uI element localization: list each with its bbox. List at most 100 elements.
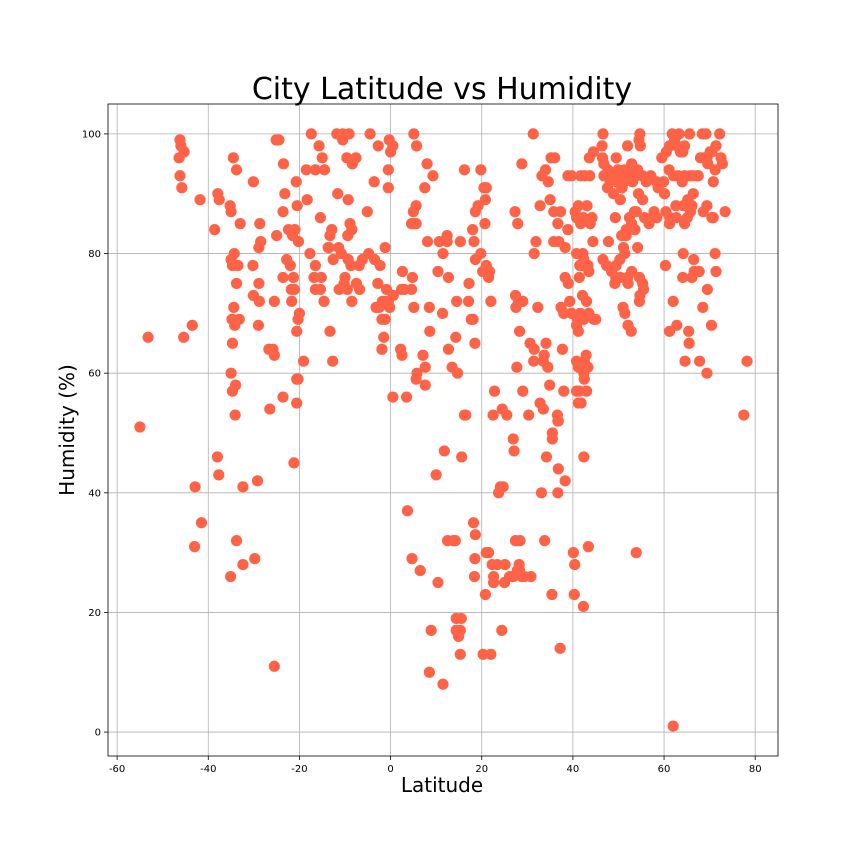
data-point (332, 188, 344, 200)
data-point (679, 355, 691, 367)
data-point (382, 164, 394, 176)
data-point (300, 164, 312, 176)
data-point (227, 152, 239, 164)
data-point (432, 576, 444, 589)
data-point (577, 600, 589, 613)
data-point (178, 331, 190, 343)
x-tick-label: 0 (387, 764, 393, 775)
data-point (667, 295, 679, 307)
data-point (176, 182, 188, 194)
data-point (423, 301, 435, 313)
data-point (528, 355, 540, 367)
data-point (602, 235, 615, 248)
x-axis-ticks: -60 -40 -20 0 20 40 60 80 (109, 756, 762, 775)
data-point (252, 319, 265, 331)
data-point (408, 301, 420, 313)
data-point (480, 547, 492, 559)
data-point (419, 379, 431, 391)
data-point (469, 529, 481, 541)
data-point (705, 319, 718, 331)
data-point (442, 343, 455, 355)
data-point (291, 200, 303, 212)
x-tick-label: -60 (109, 764, 125, 775)
data-point (587, 146, 600, 158)
data-point (304, 247, 316, 260)
data-point (438, 445, 450, 457)
data-point (255, 235, 267, 248)
data-point (558, 385, 570, 397)
data-point (719, 206, 731, 218)
data-point (401, 505, 414, 517)
data-point (315, 271, 327, 284)
data-point (683, 128, 696, 140)
x-tick-label: 80 (749, 764, 762, 775)
data-point (552, 218, 564, 230)
data-point (268, 295, 280, 307)
data-point (425, 624, 437, 636)
data-point (318, 164, 331, 176)
data-point (350, 152, 362, 164)
data-point (610, 271, 622, 284)
data-point (234, 218, 246, 230)
data-point (174, 170, 186, 182)
data-point (345, 259, 357, 272)
data-point (554, 206, 567, 218)
y-axis-label: Humidity (%) (55, 364, 79, 496)
data-point (230, 164, 243, 176)
data-point (460, 409, 472, 421)
data-point (552, 487, 564, 499)
data-point (292, 313, 304, 325)
data-point (287, 271, 300, 284)
data-point (558, 307, 570, 319)
data-point (178, 146, 190, 158)
data-point (451, 367, 464, 379)
data-point (710, 140, 722, 152)
y-tick-label: 60 (88, 369, 101, 380)
data-point (406, 553, 418, 565)
data-point (578, 451, 590, 463)
x-tick-label: 20 (475, 764, 488, 775)
data-point (268, 349, 280, 361)
data-point (423, 666, 435, 678)
data-point (528, 343, 540, 355)
data-point (697, 301, 709, 313)
data-point (309, 259, 321, 272)
data-point (379, 241, 391, 254)
data-point (314, 212, 326, 224)
data-point (301, 194, 313, 206)
data-point (468, 235, 480, 248)
data-point (237, 481, 249, 493)
data-point (467, 517, 480, 529)
data-point (694, 355, 706, 367)
data-point (670, 200, 682, 212)
data-point (514, 535, 526, 547)
data-point (616, 182, 628, 194)
y-axis-ticks: 0 20 40 60 80 100 (82, 129, 108, 739)
data-point (528, 247, 540, 260)
data-point (271, 229, 283, 242)
data-point (285, 283, 297, 296)
data-point (387, 289, 399, 302)
data-point (525, 570, 537, 583)
data-point (516, 158, 528, 170)
data-point (575, 397, 587, 409)
data-point (376, 343, 388, 355)
data-point (586, 212, 598, 224)
data-point (322, 241, 334, 254)
data-point (292, 373, 304, 385)
plot-frame (107, 103, 779, 757)
data-point (277, 271, 289, 284)
data-point (559, 241, 571, 254)
data-point (405, 283, 418, 296)
data-point (574, 307, 586, 319)
data-point (374, 259, 386, 272)
data-point (620, 224, 632, 236)
data-point (230, 535, 243, 547)
data-point (233, 313, 245, 325)
data-point (581, 200, 593, 212)
data-point (253, 277, 265, 290)
data-point (342, 194, 354, 206)
data-point (414, 564, 426, 577)
data-point (499, 558, 511, 571)
data-point (479, 218, 491, 230)
